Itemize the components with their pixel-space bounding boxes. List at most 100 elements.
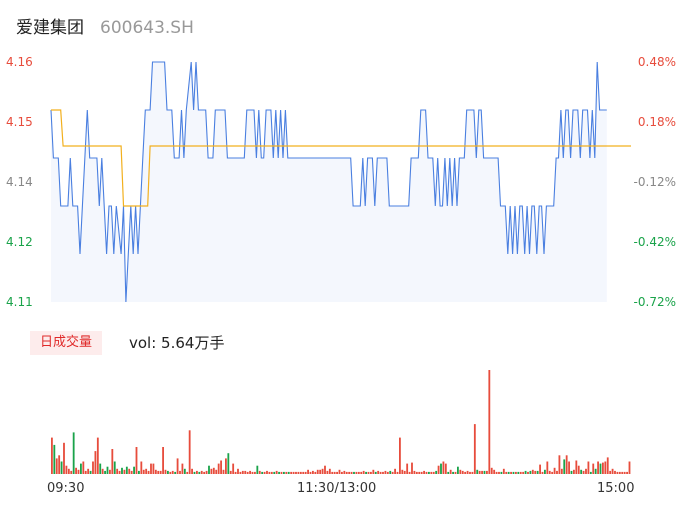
volume-bar-228 xyxy=(602,462,604,474)
volume-bar-21 xyxy=(101,468,104,474)
volume-bar-95 xyxy=(280,471,283,474)
volume-bar-215 xyxy=(570,470,573,474)
volume-bar-23 xyxy=(106,466,109,474)
volume-bar-230 xyxy=(606,457,609,474)
y-tick-left-2: 4.15 xyxy=(6,115,33,129)
volume-bar-99 xyxy=(290,471,293,474)
volume-bar-151 xyxy=(415,471,418,474)
volume-bar-177 xyxy=(478,470,481,474)
volume-bar-104 xyxy=(302,471,305,474)
volume-bar-34 xyxy=(133,466,135,474)
volume-bar-44 xyxy=(157,470,160,474)
volume-bar-208 xyxy=(553,467,556,474)
volume-bar-10 xyxy=(75,467,77,474)
volume-bar-167 xyxy=(454,471,457,474)
volume-bar-187 xyxy=(502,468,505,474)
volume-bar-16 xyxy=(89,470,92,474)
volume-bar-156 xyxy=(428,471,430,474)
volume-bar-169 xyxy=(459,469,462,474)
volume-bar-72 xyxy=(225,458,227,474)
volume-bar-238 xyxy=(626,471,628,474)
volume-bar-52 xyxy=(176,458,179,474)
volume-bar-235 xyxy=(618,471,621,474)
volume-bar-63 xyxy=(203,471,206,474)
volume-bar-31 xyxy=(125,466,128,474)
volume-bar-222 xyxy=(587,461,590,474)
volume-bar-50 xyxy=(171,470,174,474)
volume-bar-118 xyxy=(336,471,338,474)
x-tick-start: 09:30 xyxy=(47,481,85,496)
volume-tag[interactable]: 日成交量 xyxy=(30,331,103,355)
volume-bar-205 xyxy=(546,461,549,474)
volume-bar-71 xyxy=(222,469,225,474)
volume-bar-211 xyxy=(560,468,563,474)
volume-bar-49 xyxy=(169,471,172,474)
volume-bar-204 xyxy=(544,469,546,474)
volume-bar-159 xyxy=(435,470,438,474)
volume-bar-67 xyxy=(212,467,215,474)
volume-bar-147 xyxy=(406,463,409,474)
volume-bar-203 xyxy=(541,471,544,474)
volume-bar-165 xyxy=(449,469,452,474)
volume-bar-146 xyxy=(403,470,406,474)
volume-bar-18 xyxy=(94,451,97,474)
volume-bar-81 xyxy=(246,471,249,474)
volume-bar-127 xyxy=(357,471,360,474)
volume-bar-3 xyxy=(58,455,61,474)
volume-bar-13 xyxy=(82,461,85,474)
volume-bar-1 xyxy=(53,444,56,474)
stock-name: 爱建集团 xyxy=(16,18,84,38)
volume-bar-54 xyxy=(181,463,184,474)
volume-bar-100 xyxy=(292,471,295,474)
volume-bar-106 xyxy=(307,469,309,474)
y-tick-right-1: 0.48% xyxy=(637,55,676,69)
volume-bar-57 xyxy=(188,430,191,474)
volume-bar-103 xyxy=(299,471,302,474)
volume-bar-5 xyxy=(63,442,65,474)
volume-bar-37 xyxy=(140,461,143,474)
volume-bar-89 xyxy=(266,470,268,474)
volume-bar-149 xyxy=(411,462,413,474)
volume-bar-105 xyxy=(304,471,307,474)
volume-bar-69 xyxy=(217,463,220,474)
volume-bar-116 xyxy=(331,471,334,474)
volume-bar-130 xyxy=(365,471,367,474)
volume-bar-110 xyxy=(316,469,319,474)
volume-bar-200 xyxy=(534,470,537,474)
volume-bar-157 xyxy=(430,471,433,474)
volume-bar-0 xyxy=(51,437,53,474)
volume-bar-207 xyxy=(551,471,554,474)
volume-bar-101 xyxy=(295,471,297,474)
volume-bar-171 xyxy=(464,471,467,474)
volume-bar-35 xyxy=(135,447,138,474)
volume-bar-96 xyxy=(283,471,285,474)
volume-bar-236 xyxy=(621,471,624,474)
volume-bar-229 xyxy=(604,461,607,474)
volume-bar-94 xyxy=(278,471,280,474)
volume-bar-139 xyxy=(386,471,389,474)
volume-bar-39 xyxy=(145,468,148,474)
volume-bar-19 xyxy=(96,437,99,474)
volume-bar-224 xyxy=(592,463,595,474)
volume-bar-84 xyxy=(254,471,256,474)
volume-bar-179 xyxy=(483,470,486,474)
volume-bar-73 xyxy=(227,453,230,474)
volume-bar-74 xyxy=(229,470,232,474)
volume-bar-223 xyxy=(589,471,592,474)
volume-bar-114 xyxy=(326,470,329,474)
volume-bar-219 xyxy=(580,469,583,474)
volume-bar-8 xyxy=(70,470,73,474)
volume-bar-141 xyxy=(391,471,394,474)
volume-bar-102 xyxy=(297,471,300,474)
volume-bar-107 xyxy=(309,471,312,474)
volume-bar-138 xyxy=(384,470,387,474)
volume-bar-46 xyxy=(162,447,164,474)
volume-bar-192 xyxy=(515,471,517,474)
volume-bar-233 xyxy=(614,470,616,474)
volume-bar-202 xyxy=(539,464,541,474)
volume-bar-80 xyxy=(244,470,247,474)
volume-bar-194 xyxy=(519,471,522,474)
volume-bar-140 xyxy=(389,470,392,474)
volume-bar-225 xyxy=(594,468,597,474)
volume-bar-173 xyxy=(469,471,471,474)
